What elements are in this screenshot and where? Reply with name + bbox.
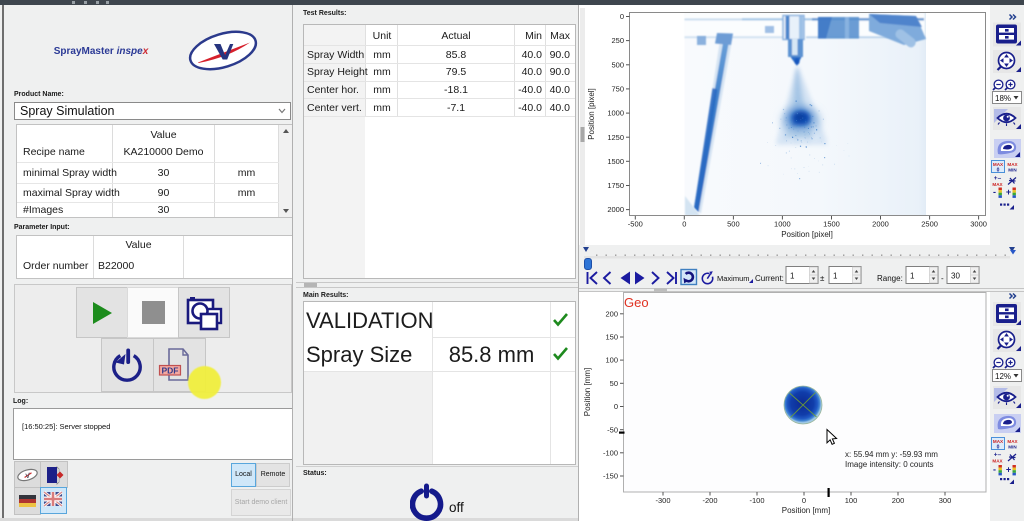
svg-text:-: - — [993, 465, 996, 475]
svg-text:200: 200 — [892, 496, 905, 505]
svg-text:Maximum: Maximum — [717, 274, 750, 283]
svg-text:+–: +– — [994, 452, 1002, 459]
svg-text:MAX: MAX — [993, 162, 1004, 167]
svg-text:-200: -200 — [702, 496, 717, 505]
svg-text:MAX: MAX — [992, 459, 1003, 464]
svg-text:250: 250 — [611, 36, 624, 45]
svg-text:-100: -100 — [749, 496, 764, 505]
svg-text:Position [mm]: Position [mm] — [782, 506, 830, 515]
svg-text:-: - — [941, 274, 944, 283]
svg-text:Range:: Range: — [877, 274, 903, 283]
svg-text:±: ± — [820, 274, 825, 283]
svg-text:1: 1 — [833, 272, 838, 281]
svg-text:Position [pixel]: Position [pixel] — [587, 88, 596, 140]
svg-text:MAX: MAX — [1007, 162, 1018, 167]
svg-text:0: 0 — [614, 402, 618, 411]
svg-text:+: + — [1006, 187, 1011, 197]
svg-text:+–: +– — [994, 175, 1002, 182]
svg-text:500: 500 — [611, 60, 624, 69]
svg-text:500: 500 — [727, 220, 740, 229]
svg-text:1500: 1500 — [823, 220, 840, 229]
svg-text:Image intensity: 0 counts: Image intensity: 0 counts — [845, 460, 934, 469]
svg-text:-500: -500 — [628, 220, 643, 229]
svg-text:100: 100 — [605, 356, 618, 365]
svg-text:200: 200 — [605, 309, 618, 318]
svg-text:Position [pixel]: Position [pixel] — [781, 230, 833, 239]
svg-text:1250: 1250 — [607, 133, 624, 142]
svg-text:1: 1 — [910, 272, 915, 281]
svg-text:MAX: MAX — [1007, 439, 1018, 444]
svg-text:750: 750 — [611, 85, 624, 94]
svg-text:50: 50 — [610, 379, 618, 388]
svg-text:0: 0 — [997, 168, 1000, 174]
svg-text:2000: 2000 — [607, 205, 624, 214]
svg-text:300: 300 — [939, 496, 952, 505]
svg-text:1000: 1000 — [607, 109, 624, 118]
svg-text:PDF: PDF — [162, 366, 179, 376]
svg-text:0: 0 — [682, 220, 686, 229]
svg-text:MAX: MAX — [993, 439, 1004, 444]
svg-text:-50: -50 — [607, 425, 618, 434]
svg-text:+: + — [1006, 465, 1011, 475]
svg-text:1750: 1750 — [607, 181, 624, 190]
svg-text:1: 1 — [790, 272, 795, 281]
svg-text:-300: -300 — [655, 496, 670, 505]
svg-text:1500: 1500 — [607, 157, 624, 166]
svg-text:Current:: Current: — [755, 274, 784, 283]
svg-text:1000: 1000 — [774, 220, 791, 229]
svg-text:Geo: Geo — [624, 295, 649, 310]
svg-text:0: 0 — [997, 445, 1000, 451]
svg-text:v: v — [24, 469, 32, 480]
svg-text:2000: 2000 — [872, 220, 889, 229]
svg-text:-150: -150 — [603, 472, 618, 481]
svg-text:30: 30 — [951, 272, 960, 281]
svg-text:x: 55.94 mm y: -59.93 mm: x: 55.94 mm y: -59.93 mm — [845, 450, 938, 459]
svg-text:3000: 3000 — [970, 220, 987, 229]
svg-text:-100: -100 — [603, 448, 618, 457]
svg-text:MAX: MAX — [992, 182, 1003, 187]
svg-text:0: 0 — [620, 12, 624, 21]
svg-text:100: 100 — [845, 496, 858, 505]
svg-text:Position [mm]: Position [mm] — [583, 368, 592, 416]
svg-text:MIN: MIN — [1008, 445, 1017, 450]
svg-text:-: - — [993, 187, 996, 197]
svg-text:MIN: MIN — [1008, 168, 1017, 173]
svg-text:18%: 18% — [995, 94, 1011, 103]
svg-text:2500: 2500 — [921, 220, 938, 229]
svg-text:0: 0 — [802, 496, 806, 505]
svg-text:150: 150 — [605, 333, 618, 342]
svg-text:12%: 12% — [995, 372, 1011, 381]
